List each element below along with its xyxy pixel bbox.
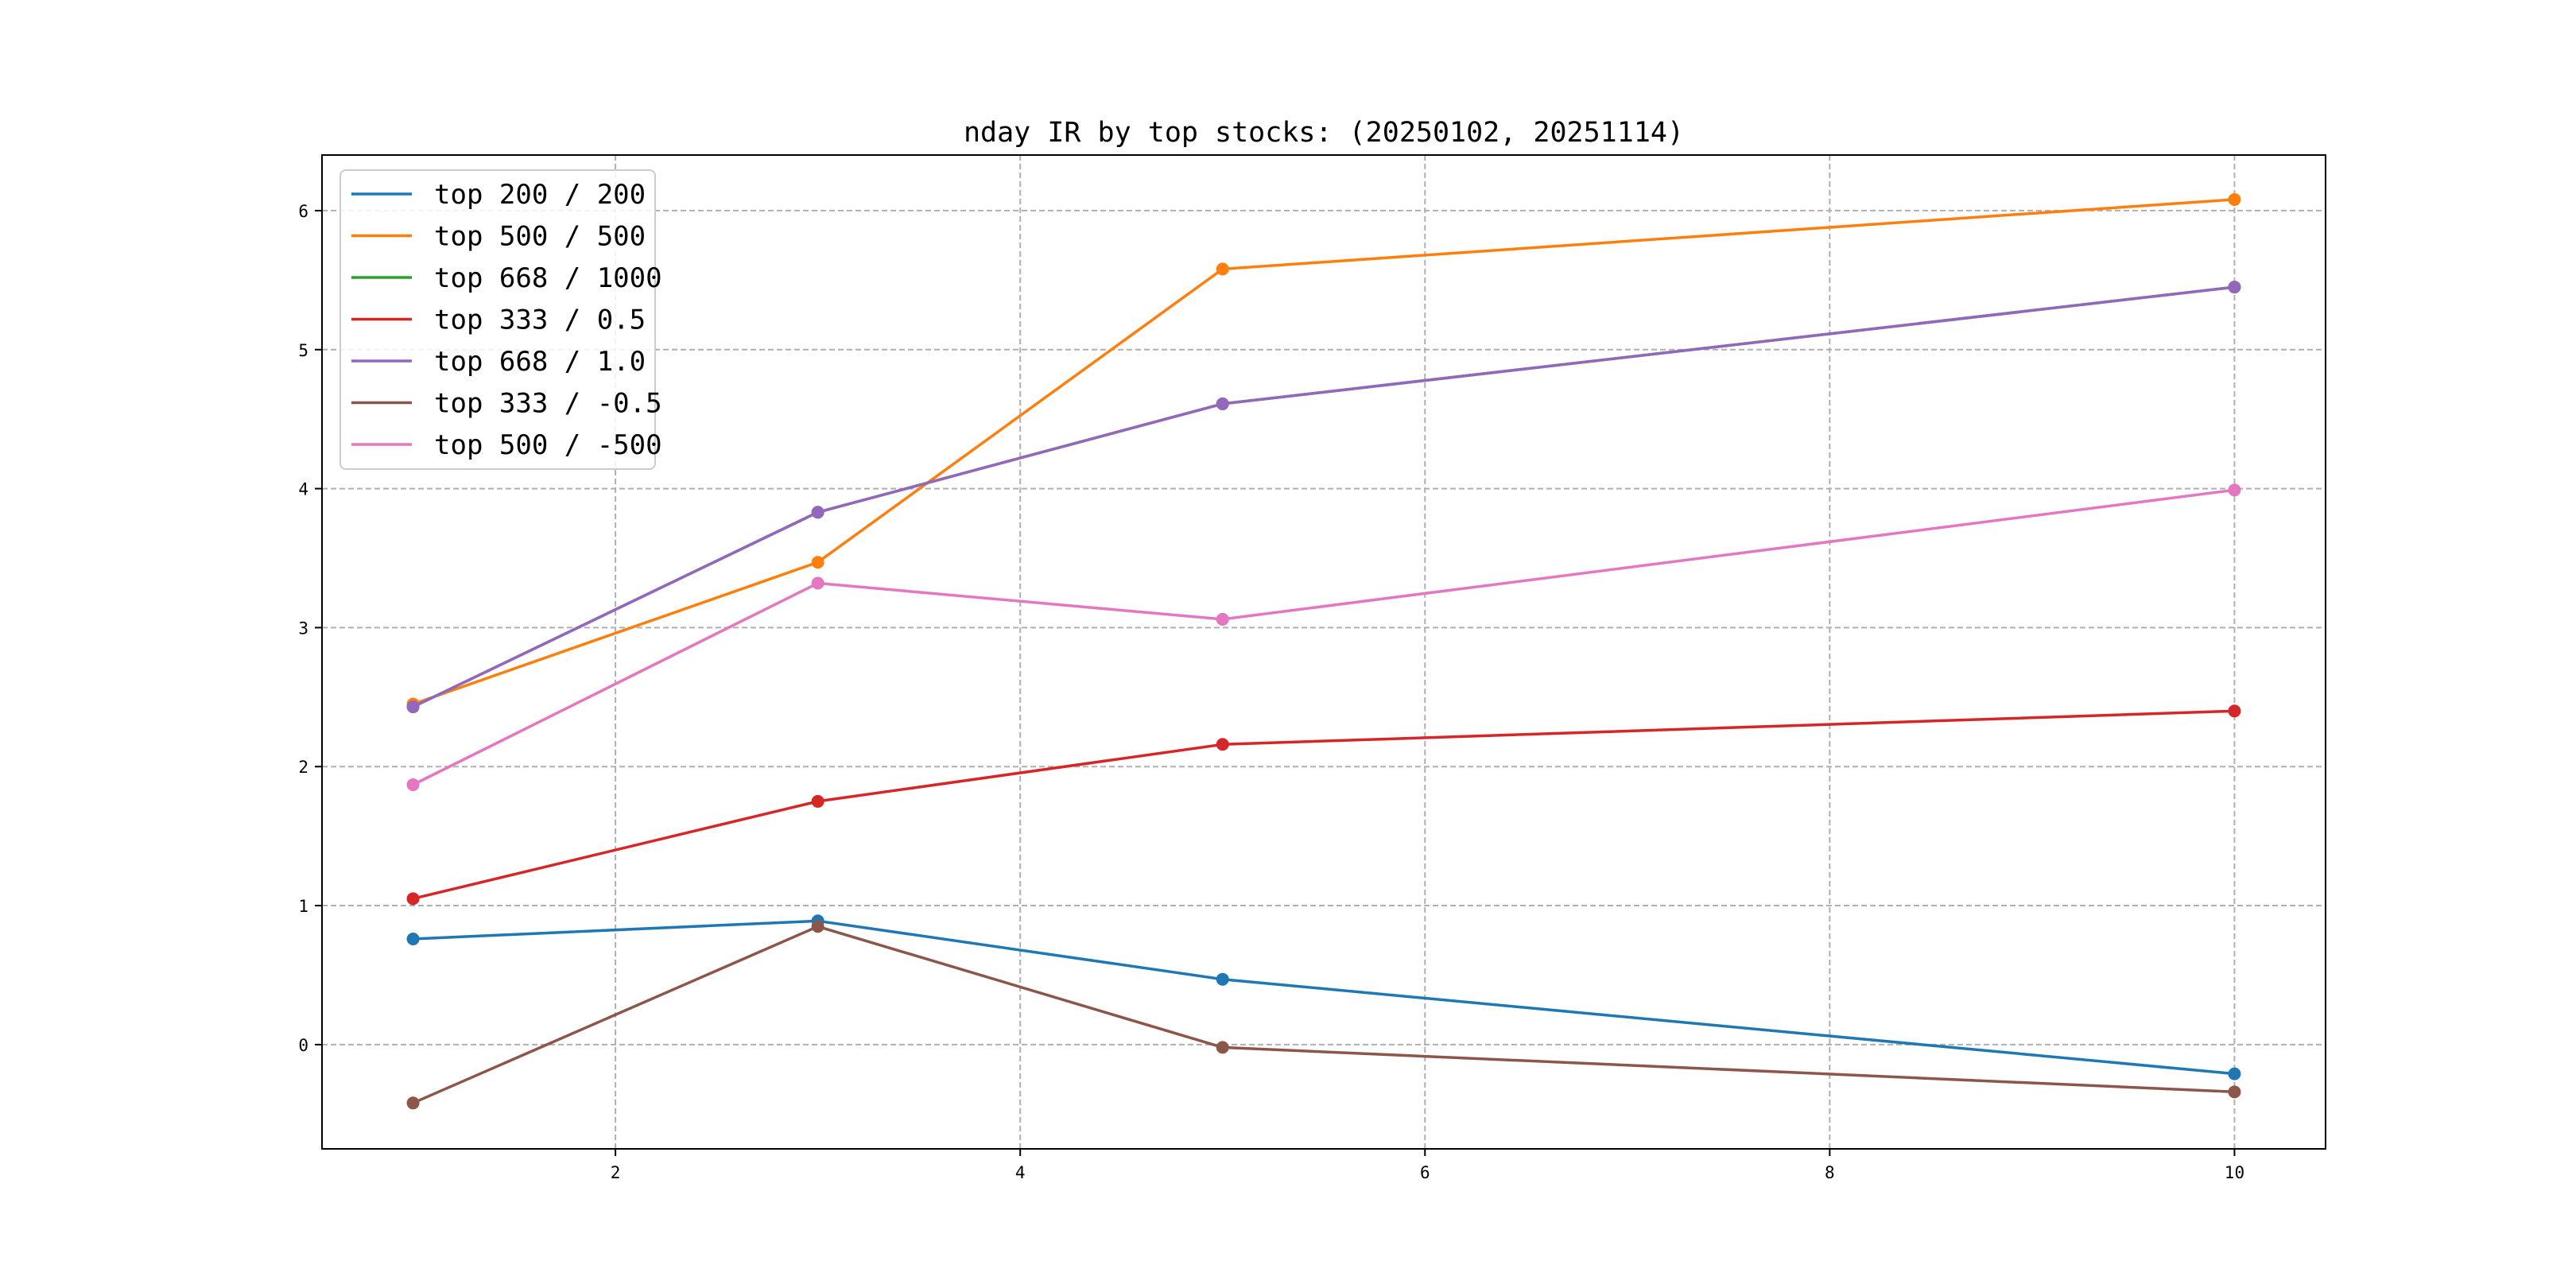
series-top-500-500 (406, 192, 2241, 711)
legend-item: top 668 / 1.0 (351, 346, 646, 378)
data-point (2228, 704, 2241, 718)
x-tick-label: 4 (1015, 1163, 1026, 1182)
y-tick-label: 1 (298, 897, 308, 916)
y-tick-label: 0 (298, 1036, 308, 1055)
x-tick-label: 6 (1420, 1163, 1430, 1182)
plot-frame (321, 154, 2326, 1150)
series-line (413, 919, 2235, 1076)
legend-box (339, 169, 656, 470)
data-point (1216, 262, 1229, 276)
series-top-668-1-0 (406, 281, 2241, 714)
series-line (412, 925, 2235, 1104)
legend-label: top 333 / -0.5 (434, 388, 662, 420)
legend-item: top 200 / 200 (351, 179, 646, 211)
data-point (406, 933, 420, 946)
data-point (406, 1096, 420, 1110)
legend-item: top 500 / 500 (351, 221, 646, 253)
data-point (2228, 1085, 2241, 1099)
series-layer (406, 192, 2241, 1110)
series-line (413, 709, 2235, 901)
legend-item: top 668 / 1000 (351, 262, 662, 294)
legend-label: top 500 / -500 (434, 429, 662, 461)
data-point (811, 794, 824, 808)
x-tick-label: 2 (611, 1163, 621, 1182)
data-point (811, 506, 824, 519)
y-tick-label: 6 (298, 202, 308, 221)
y-tick-label: 4 (298, 480, 308, 499)
data-point (811, 556, 824, 569)
series-line (412, 198, 2235, 706)
data-point (2228, 1067, 2241, 1080)
legend-label: top 333 / 0.5 (434, 305, 646, 336)
series-line (412, 488, 2235, 786)
series-top-333-0-5 (406, 920, 2241, 1110)
data-point (811, 576, 824, 590)
data-point (1216, 397, 1229, 410)
y-axis: 0 1 2 3 4 5 6 (298, 202, 322, 1055)
legend: top 200 / 200 top 500 / 500 top 668 / 1000… (339, 169, 662, 470)
data-point (406, 892, 420, 906)
y-tick-label: 2 (298, 758, 308, 777)
data-point (2228, 281, 2241, 294)
y-tick-label: 5 (298, 341, 308, 360)
legend-item: top 333 / -0.5 (351, 388, 662, 420)
series-line (412, 285, 2235, 708)
chart-title: nday IR by top stocks: (20250102, 202511… (964, 117, 1684, 149)
legend-item: top 333 / 0.5 (351, 305, 646, 336)
data-point (1216, 972, 1229, 986)
legend-label: top 200 / 200 (434, 179, 646, 211)
data-point (406, 700, 420, 714)
y-tick-label: 3 (298, 619, 308, 638)
data-point (1216, 612, 1229, 626)
data-point (406, 778, 420, 791)
data-point (2228, 483, 2241, 497)
series-top-500-500 (406, 483, 2241, 791)
x-axis: 2 4 6 8 10 (611, 1149, 2244, 1182)
x-tick-label: 8 (1825, 1163, 1835, 1182)
x-tick-label: 10 (2225, 1163, 2244, 1182)
data-point (811, 920, 824, 933)
data-point (2228, 192, 2241, 206)
legend-label: top 668 / 1000 (434, 262, 662, 294)
legend-label: top 668 / 1.0 (434, 346, 646, 378)
data-point (1216, 738, 1229, 751)
legend-item: top 500 / -500 (351, 429, 662, 461)
legend-label: top 500 / 500 (434, 221, 646, 253)
data-point (1216, 1041, 1229, 1054)
series-top-333-0-5 (406, 704, 2241, 906)
